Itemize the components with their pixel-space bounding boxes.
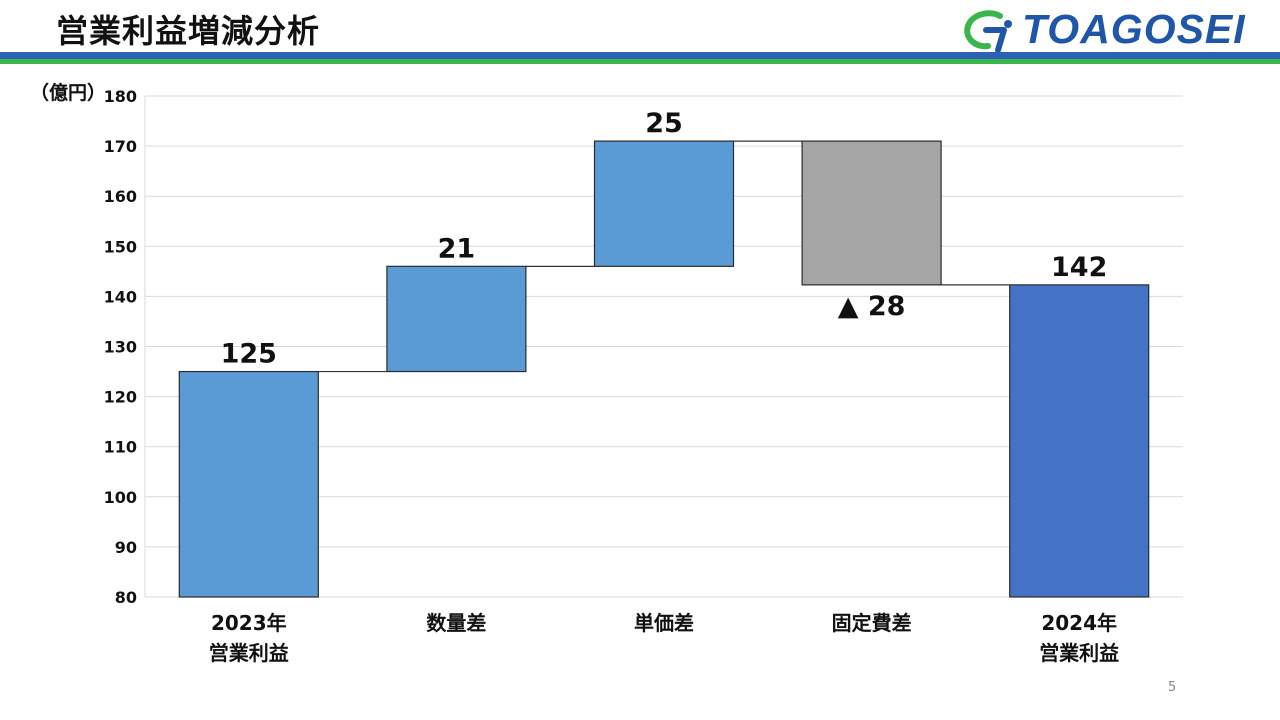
- logo-text: TOAGOSEI: [1022, 6, 1246, 52]
- company-logo: TOAGOSEI: [960, 6, 1272, 52]
- bar: [1009, 284, 1150, 598]
- category-label-line1: 2023年: [210, 611, 287, 635]
- category-label: 2024年営業利益: [989, 608, 1169, 668]
- header-band-blue: [0, 52, 1280, 59]
- bar: [801, 140, 942, 286]
- y-tick-label: 80: [115, 588, 137, 607]
- y-tick-label: 170: [104, 137, 137, 156]
- category-label: 数量差: [366, 608, 546, 638]
- category-label-line1: 数量差: [426, 611, 487, 635]
- category-label-line1: 固定費差: [831, 611, 912, 635]
- header-band-green: [0, 59, 1280, 64]
- data-label: 142: [1051, 252, 1107, 283]
- y-tick-label: 130: [104, 338, 137, 357]
- data-label: 21: [438, 233, 476, 264]
- y-tick-label: 150: [104, 237, 137, 256]
- bar: [593, 140, 735, 267]
- y-tick-label: 120: [104, 388, 137, 407]
- y-tick-label: 140: [104, 287, 137, 306]
- category-label-line2: 営業利益: [208, 641, 289, 665]
- y-tick-label: 180: [104, 87, 137, 106]
- data-label: 25: [645, 108, 683, 139]
- category-label-line1: 2024年: [1041, 611, 1118, 635]
- category-label: 2023年営業利益: [159, 608, 339, 668]
- category-label: 単価差: [574, 608, 754, 638]
- page-number: 5: [1168, 680, 1177, 695]
- data-label: ▲ 28: [838, 291, 906, 322]
- category-label-line1: 単価差: [634, 611, 694, 635]
- category-label: 固定費差: [782, 608, 962, 638]
- data-label: 125: [221, 339, 277, 370]
- slide-title: 営業利益増減分析: [56, 12, 321, 50]
- category-label-line2: 営業利益: [1039, 641, 1120, 665]
- y-tick-label: 160: [104, 187, 137, 206]
- y-tick-label: 100: [104, 488, 137, 507]
- bar: [386, 265, 527, 373]
- logo-mark-icon: [964, 10, 1012, 52]
- y-tick-label: 110: [104, 438, 137, 457]
- bar: [178, 370, 319, 598]
- y-tick-label: 90: [115, 538, 137, 557]
- y-axis-unit-label: （億円）: [30, 82, 107, 104]
